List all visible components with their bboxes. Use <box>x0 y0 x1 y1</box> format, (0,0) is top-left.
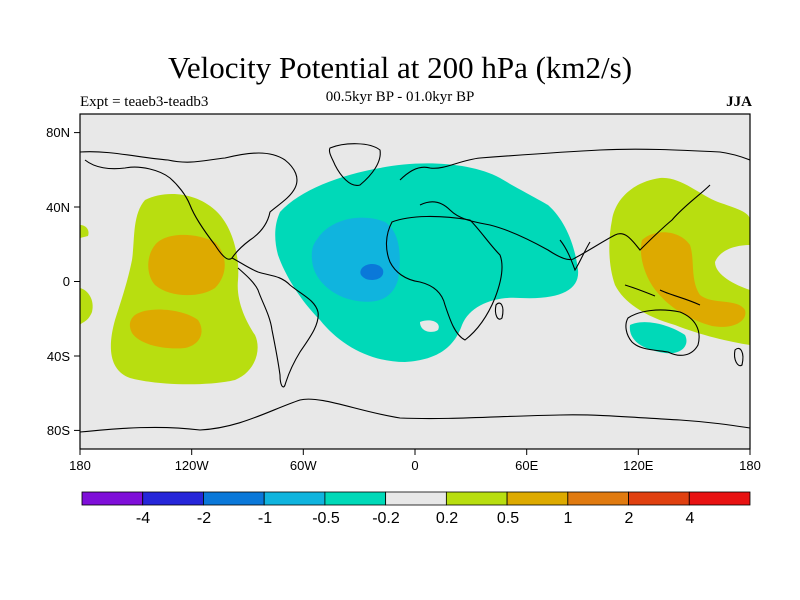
season-label: JJA <box>726 94 752 110</box>
coast-australia <box>625 309 700 356</box>
region-australia-negative <box>629 322 687 354</box>
colorbar-label: -4 <box>136 510 150 527</box>
coast-africa <box>385 215 503 341</box>
coast-eurasia <box>399 148 750 261</box>
colorbar-label: -2 <box>197 510 211 527</box>
coastlines <box>80 143 750 433</box>
colorbar-label: -0.5 <box>312 510 340 527</box>
x-tick-label: 120E <box>623 458 654 473</box>
colorbar <box>81 491 751 506</box>
chart-title: Velocity Potential at 200 hPa (km2/s) <box>167 50 633 85</box>
colorbar-label: 4 <box>686 510 695 527</box>
axis-ticks <box>74 132 751 455</box>
colorbar-label: -0.2 <box>372 510 400 527</box>
region-dateline-fragment-north <box>80 225 89 238</box>
coast-new-zealand <box>734 347 744 367</box>
colorbar-label: -1 <box>258 510 272 527</box>
colorbar-label: 1 <box>564 510 573 527</box>
region-west-pacific-core <box>640 232 746 327</box>
colorbar-box <box>445 491 508 506</box>
colorbar-box <box>263 491 326 506</box>
colorbar-labels: -4 -2 -1 -0.5 -0.2 0.2 0.5 1 2 4 <box>136 510 695 527</box>
region-atlantic-negative <box>275 163 579 362</box>
colorbar-box <box>324 491 387 506</box>
colorbar-box <box>81 491 144 506</box>
colorbar-label: 0.5 <box>497 510 519 527</box>
x-tick-label: 180 <box>69 458 91 473</box>
y-tick-label: 40N <box>46 200 70 215</box>
y-tick-label: 80N <box>46 125 70 140</box>
coast-greenland <box>328 143 381 186</box>
x-tick-label: 180 <box>739 458 761 473</box>
colorbar-box <box>506 491 569 506</box>
colorbar-box <box>142 491 204 506</box>
region-dateline-fragment-south <box>80 288 93 325</box>
colorbar-label: 2 <box>625 510 634 527</box>
colorbar-box <box>567 491 629 506</box>
chart-subtitle: 00.5kyr BP - 01.0kyr BP <box>325 89 475 105</box>
x-tick-label: 60E <box>515 458 538 473</box>
x-tick-labels: 180 120W 60W 0 60E 120E 180 <box>69 458 761 473</box>
region-east-pacific-core-south <box>129 309 202 349</box>
region-atlantic-core <box>311 217 400 302</box>
colorbar-label: 0.2 <box>436 510 458 527</box>
colorbar-box <box>628 491 690 506</box>
y-tick-labels: 80N 40N 0 40S 80S <box>46 125 70 438</box>
x-tick-label: 0 <box>411 458 418 473</box>
colorbar-box <box>385 491 447 506</box>
coast-north-america <box>80 151 298 260</box>
coast-maritime-continent <box>624 284 701 306</box>
region-hole <box>420 320 439 332</box>
region-east-pacific-core-north <box>148 234 225 296</box>
region-atlantic-center <box>360 264 384 280</box>
x-tick-label: 120W <box>175 458 210 473</box>
colorbar-box <box>203 491 265 506</box>
coast-india <box>559 239 591 272</box>
experiment-label: Expt = teaeb3-teadb3 <box>80 94 209 110</box>
coast-madagascar <box>494 302 504 320</box>
colorbar-box <box>688 491 751 506</box>
coast-south-america <box>231 257 319 388</box>
y-tick-label: 0 <box>63 274 70 289</box>
x-tick-label: 60W <box>290 458 317 473</box>
y-tick-label: 40S <box>47 349 70 364</box>
coast-antarctica <box>80 398 750 433</box>
y-tick-label: 80S <box>47 423 70 438</box>
contour-fields <box>80 163 750 385</box>
